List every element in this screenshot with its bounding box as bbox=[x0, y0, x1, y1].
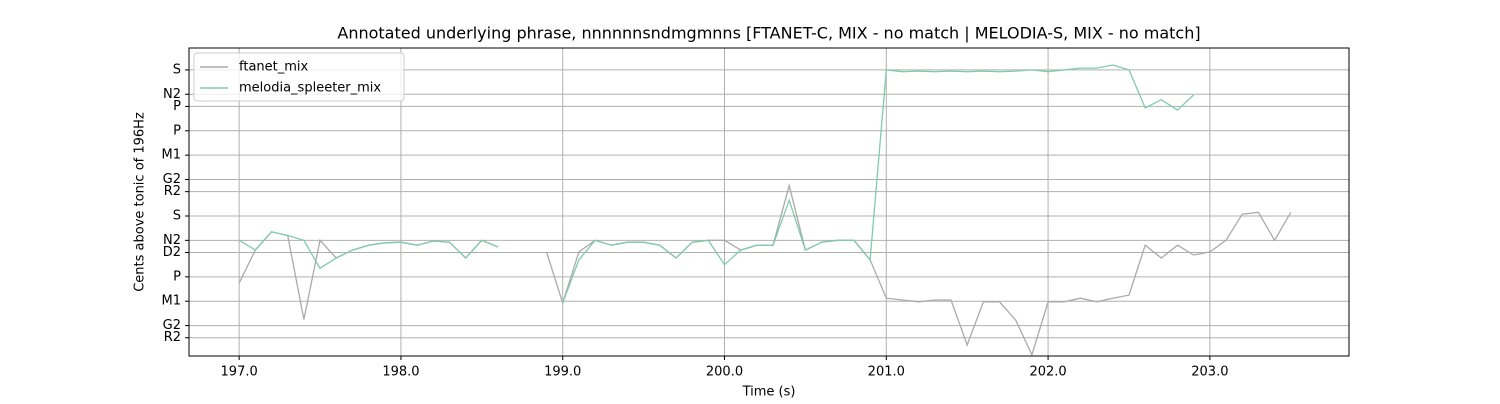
chart-title: Annotated underlying phrase, nnnnnnsndmg… bbox=[337, 24, 1200, 43]
y-tick-label: S bbox=[173, 62, 181, 77]
x-tick-label: 197.0 bbox=[221, 365, 258, 380]
x-tick-label: 202.0 bbox=[1029, 365, 1066, 380]
x-tick-label: 201.0 bbox=[868, 365, 905, 380]
legend-label: ftanet_mix bbox=[239, 60, 309, 75]
x-tick-label: 198.0 bbox=[382, 365, 419, 380]
y-tick-label: S bbox=[173, 209, 181, 224]
y-tick-label: P bbox=[173, 269, 181, 284]
y-tick-label: D2 bbox=[163, 245, 181, 260]
y-tick-label: R2 bbox=[164, 330, 181, 345]
x-tick-label: 203.0 bbox=[1191, 365, 1228, 380]
legend-label: melodia_spleeter_mix bbox=[239, 81, 381, 96]
series-line bbox=[238, 183, 1292, 357]
plot-frame bbox=[188, 47, 1350, 357]
y-tick-label: M1 bbox=[162, 148, 182, 163]
y-tick-label: R2 bbox=[164, 184, 181, 199]
y-tick-label: P bbox=[173, 123, 181, 138]
y-tick-label: M1 bbox=[162, 294, 182, 309]
y-tick-label: G2 bbox=[163, 318, 181, 333]
x-tick-label: 200.0 bbox=[706, 365, 743, 380]
legend-box bbox=[193, 52, 405, 102]
y-tick-label: G2 bbox=[163, 172, 181, 187]
x-tick-label: 199.0 bbox=[544, 365, 581, 380]
y-tick-label: P bbox=[173, 99, 181, 114]
y-tick-label: N2 bbox=[163, 87, 181, 102]
y-axis-label: Cents above tonic of 196Hz bbox=[133, 112, 148, 292]
legend: ftanet_mix melodia_spleeter_mix bbox=[193, 52, 405, 102]
x-axis-label: Time (s) bbox=[742, 385, 796, 400]
series-line bbox=[238, 64, 1195, 304]
y-tick-label: N2 bbox=[163, 233, 181, 248]
